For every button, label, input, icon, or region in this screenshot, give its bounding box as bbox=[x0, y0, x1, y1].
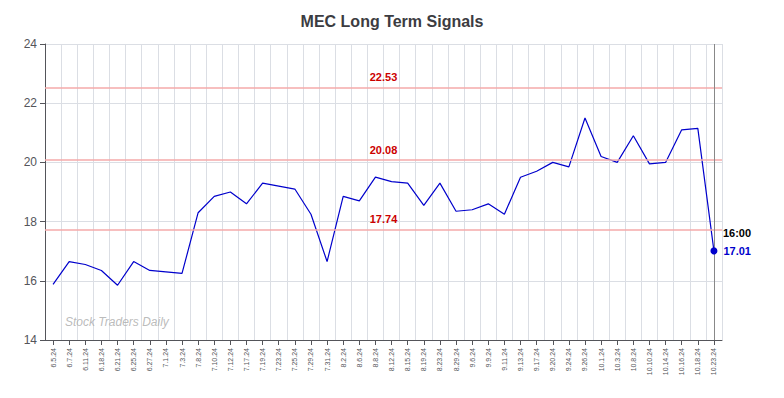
svg-text:16: 16 bbox=[24, 274, 38, 288]
svg-text:9.17.24: 9.17.24 bbox=[533, 348, 540, 371]
svg-text:10.3.24: 10.3.24 bbox=[614, 348, 621, 371]
svg-text:7.23.24: 7.23.24 bbox=[275, 348, 282, 371]
svg-text:14: 14 bbox=[24, 333, 38, 347]
svg-text:10.14.24: 10.14.24 bbox=[662, 348, 669, 375]
svg-text:7.17.24: 7.17.24 bbox=[243, 348, 250, 371]
svg-text:10.18.24: 10.18.24 bbox=[694, 348, 701, 375]
svg-text:8.12.24: 8.12.24 bbox=[388, 348, 395, 371]
svg-text:7.25.24: 7.25.24 bbox=[291, 348, 298, 371]
svg-text:7.10.24: 7.10.24 bbox=[211, 348, 218, 371]
svg-text:7.1.24: 7.1.24 bbox=[162, 348, 169, 368]
svg-text:9.9.24: 9.9.24 bbox=[485, 348, 492, 368]
svg-text:8.15.24: 8.15.24 bbox=[404, 348, 411, 371]
svg-text:17.74: 17.74 bbox=[370, 213, 398, 225]
svg-text:8.29.24: 8.29.24 bbox=[453, 348, 460, 371]
svg-text:6.21.24: 6.21.24 bbox=[114, 348, 121, 371]
svg-text:6.5.24: 6.5.24 bbox=[50, 348, 57, 368]
svg-text:9.13.24: 9.13.24 bbox=[517, 348, 524, 371]
svg-text:6.18.24: 6.18.24 bbox=[98, 348, 105, 371]
svg-text:6.27.24: 6.27.24 bbox=[146, 348, 153, 371]
svg-text:10.23.24: 10.23.24 bbox=[710, 348, 717, 375]
svg-text:8.6.24: 8.6.24 bbox=[356, 348, 363, 368]
svg-text:10.16.24: 10.16.24 bbox=[678, 348, 685, 375]
svg-text:7.19.24: 7.19.24 bbox=[259, 348, 266, 371]
svg-text:8.23.24: 8.23.24 bbox=[436, 348, 443, 371]
svg-text:7.12.24: 7.12.24 bbox=[227, 348, 234, 371]
svg-text:20: 20 bbox=[24, 155, 38, 169]
svg-text:10.1.24: 10.1.24 bbox=[598, 348, 605, 371]
svg-text:6.25.24: 6.25.24 bbox=[130, 348, 137, 371]
svg-text:8.19.24: 8.19.24 bbox=[420, 348, 427, 371]
svg-text:MEC Long Term Signals: MEC Long Term Signals bbox=[301, 13, 484, 30]
svg-text:9.11.24: 9.11.24 bbox=[501, 348, 508, 371]
svg-text:10.10.24: 10.10.24 bbox=[646, 348, 653, 375]
svg-text:22: 22 bbox=[24, 96, 38, 110]
svg-text:10.8.24: 10.8.24 bbox=[630, 348, 637, 371]
svg-text:17.01: 17.01 bbox=[723, 245, 751, 257]
svg-text:8.8.24: 8.8.24 bbox=[372, 348, 379, 368]
svg-text:7.3.24: 7.3.24 bbox=[179, 348, 186, 368]
svg-text:20.08: 20.08 bbox=[370, 144, 398, 156]
svg-text:22.53: 22.53 bbox=[370, 71, 398, 83]
svg-text:Stock Traders Daily: Stock Traders Daily bbox=[65, 315, 170, 329]
svg-text:9.24.24: 9.24.24 bbox=[565, 348, 572, 371]
svg-text:9.26.24: 9.26.24 bbox=[581, 348, 588, 371]
svg-text:16:00: 16:00 bbox=[723, 227, 751, 239]
svg-text:9.20.24: 9.20.24 bbox=[549, 348, 556, 371]
svg-text:9.6.24: 9.6.24 bbox=[469, 348, 476, 368]
svg-text:8.2.24: 8.2.24 bbox=[340, 348, 347, 368]
svg-text:7.31.24: 7.31.24 bbox=[324, 348, 331, 371]
svg-text:7.8.24: 7.8.24 bbox=[195, 348, 202, 368]
svg-text:6.11.24: 6.11.24 bbox=[82, 348, 89, 371]
svg-text:24: 24 bbox=[24, 37, 38, 51]
svg-text:6.7.24: 6.7.24 bbox=[66, 348, 73, 368]
svg-text:7.29.24: 7.29.24 bbox=[307, 348, 314, 371]
svg-text:18: 18 bbox=[24, 215, 38, 229]
